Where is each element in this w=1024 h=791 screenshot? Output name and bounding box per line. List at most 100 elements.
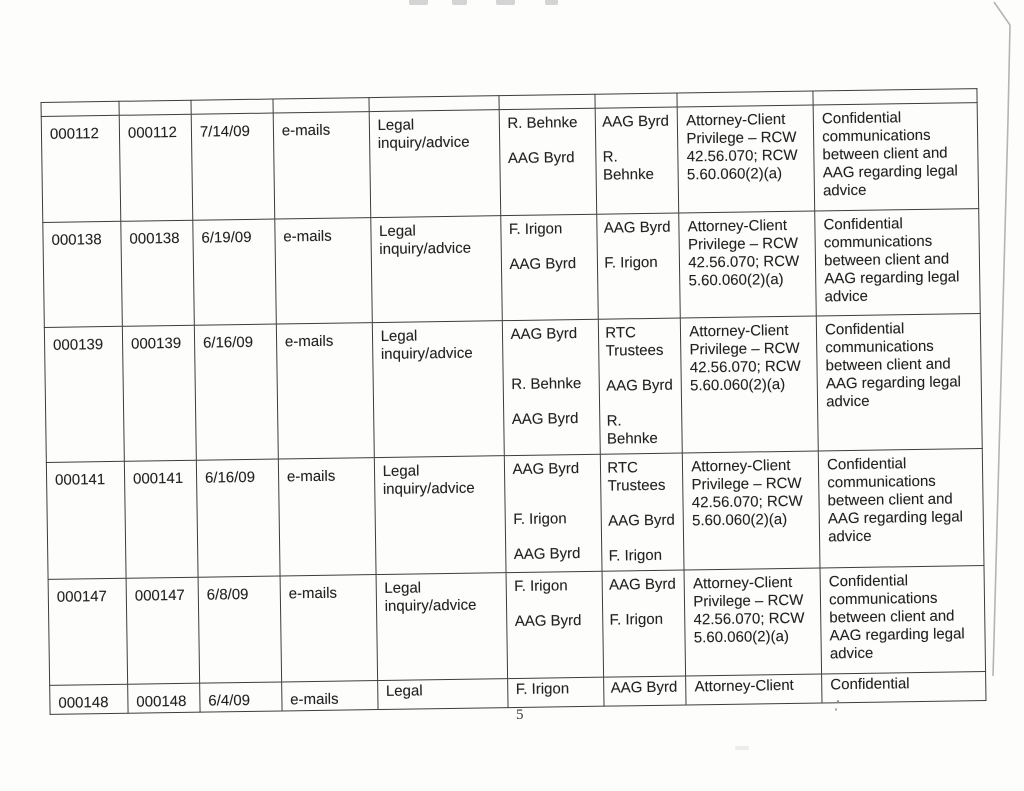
author-entry: AAG Byrd	[507, 149, 575, 168]
cell-author: F. Irigon AAG Byrd	[505, 571, 604, 679]
cell-doc-type: e-mails	[273, 111, 371, 220]
cell-bates-1: 000147	[48, 578, 128, 686]
cell-bates-1: 000139	[44, 326, 125, 463]
recipient-entry: AAG Byrd	[606, 376, 673, 395]
author-entry: R. Behnke	[511, 374, 582, 394]
cell-description: Confidential communications between clie…	[820, 565, 986, 674]
author-entry: R. Behnke	[507, 114, 578, 133]
cell-bates-1: 000148	[49, 684, 129, 715]
recipient-entry: RTC Trustees	[607, 459, 666, 495]
author-entry: F. Irigon	[515, 680, 570, 698]
recipient-entry: AAG Byrd	[608, 511, 675, 530]
table-row: 000147 000147 6/8/09 e-mails Legal inqui…	[48, 565, 986, 686]
author-entry: AAG Byrd	[512, 460, 580, 479]
cell-bates-2: 000138	[120, 220, 195, 327]
cell-privilege: Attorney-Client Privilege – RCW 42.56.07…	[684, 567, 822, 676]
cell-subject: Legal inquiry/advice	[375, 572, 508, 681]
header-cell	[190, 99, 274, 115]
recipient-entry: F. Irigon	[609, 610, 664, 629]
recipient-entry: R. Behnke	[606, 412, 658, 448]
cell-recipient: AAG Byrd	[603, 675, 687, 707]
cell-bates-2: 000139	[122, 325, 197, 462]
cell-doc-type: e-mails	[274, 217, 372, 325]
recipient-entry: RTC Trustees	[605, 324, 664, 360]
recipient-entry: AAG Byrd	[608, 575, 676, 594]
cell-author: AAG Byrd F. Irigon AAG Byrd	[503, 454, 603, 573]
recipient-entry: F. Irigon	[604, 253, 658, 272]
recipient-entry: AAG Byrd	[610, 678, 678, 697]
cell-author: F. Irigon	[507, 677, 605, 708]
cell-privilege: Attorney-Client Privilege – RCW 42.56.07…	[679, 211, 817, 319]
cell-date: 6/19/09	[192, 219, 277, 326]
cell-subject: Legal inquiry/advice	[368, 109, 501, 218]
cell-doc-type: e-mails	[279, 574, 378, 682]
scan-smudge	[735, 746, 749, 750]
scan-mark	[545, 0, 558, 5]
cell-date: 6/16/09	[196, 458, 280, 578]
recipient-entry: R. Behnke	[602, 148, 655, 184]
table-row: 000141 000141 6/16/09 e-mails Legal inqu…	[46, 448, 984, 580]
cell-recipient: RTC Trustees AAG Byrd F. Irigon	[600, 452, 685, 572]
author-entry: F. Irigon	[514, 577, 568, 596]
header-cell	[595, 93, 678, 109]
scan-speckle	[835, 708, 837, 711]
cell-description: Confidential communications between clie…	[814, 208, 981, 316]
cell-author: AAG Byrd R. Behnke AAG Byrd	[501, 319, 601, 456]
cell-bates-2: 000141	[124, 460, 198, 579]
cell-subject: Legal inquiry/advice	[373, 455, 506, 575]
cell-bates-1: 000112	[41, 115, 121, 223]
cell-description: Confidential communications between clie…	[816, 313, 983, 451]
cell-description: Confidential	[821, 671, 986, 703]
author-entry: AAG Byrd	[509, 255, 577, 274]
author-entry: AAG Byrd	[510, 325, 578, 344]
scan-mark	[496, 0, 515, 5]
cell-bates-1: 000141	[46, 461, 127, 580]
recipient-entry: F. Irigon	[608, 546, 663, 565]
cell-bates-2: 000112	[119, 114, 193, 222]
table-row: 000112 000112 7/14/09 e-mails Legal inqu…	[41, 102, 979, 223]
cell-author: F. Irigon AAG Byrd	[500, 214, 599, 321]
header-cell	[41, 101, 120, 117]
recipient-entry: AAG Byrd	[603, 218, 671, 237]
cell-date: 6/16/09	[194, 324, 279, 461]
recipient-entry: AAG Byrd	[602, 112, 670, 131]
scan-mark	[452, 0, 467, 5]
header-cell	[498, 94, 596, 110]
author-entry: AAG Byrd	[511, 410, 579, 429]
cell-recipient: RTC Trustees AAG Byrd R. Behnke	[598, 318, 683, 455]
cell-privilege: Attorney-Client Privilege – RCW 42.56.07…	[677, 105, 815, 214]
cell-privilege: Attorney-Client Privilege – RCW 42.56.07…	[680, 315, 819, 453]
privilege-log-table: 000112 000112 7/14/09 e-mails Legal inqu…	[41, 88, 987, 715]
table-row: 000139 000139 6/16/09 e-mails Legal inqu…	[44, 313, 983, 463]
author-entry: F. Irigon	[513, 510, 567, 529]
cell-bates-1: 000138	[42, 221, 123, 328]
scan-mark	[409, 0, 428, 5]
author-entry: F. Irigon	[508, 220, 563, 239]
cell-doc-type: e-mails	[278, 457, 376, 576]
header-cell	[272, 97, 369, 114]
cell-bates-2: 000148	[127, 683, 200, 714]
author-entry: AAG Byrd	[513, 545, 581, 564]
cell-doc-type: e-mails	[276, 322, 374, 459]
cell-subject: Legal inquiry/advice	[370, 215, 502, 323]
page-number: 5	[516, 707, 524, 723]
cell-date: 6/8/09	[197, 575, 282, 684]
cell-recipient: AAG Byrd F. Irigon	[597, 213, 681, 320]
cell-author: R. Behnke AAG Byrd	[498, 108, 598, 216]
cell-doc-type: e-mails	[281, 680, 378, 711]
cell-subject: Legal inquiry/advice	[371, 320, 504, 458]
cell-date: 6/4/09	[199, 681, 282, 713]
header-cell	[118, 100, 192, 116]
cell-subject: Legal	[377, 678, 508, 710]
cell-description: Confidential communications between clie…	[818, 448, 984, 568]
author-entry: AAG Byrd	[514, 612, 582, 631]
cell-privilege: Attorney-Client Privilege – RCW 42.56.07…	[682, 450, 821, 570]
cell-privilege: Attorney-Client	[685, 673, 823, 705]
cell-bates-2: 000147	[126, 577, 200, 685]
cell-recipient: AAG Byrd R. Behnke	[595, 107, 680, 215]
scan-speckle	[837, 700, 839, 703]
cell-recipient: AAG Byrd F. Irigon	[602, 569, 686, 678]
cell-description: Confidential communications between clie…	[813, 102, 979, 212]
table-row: 000138 000138 6/19/09 e-mails Legal inqu…	[42, 208, 981, 328]
